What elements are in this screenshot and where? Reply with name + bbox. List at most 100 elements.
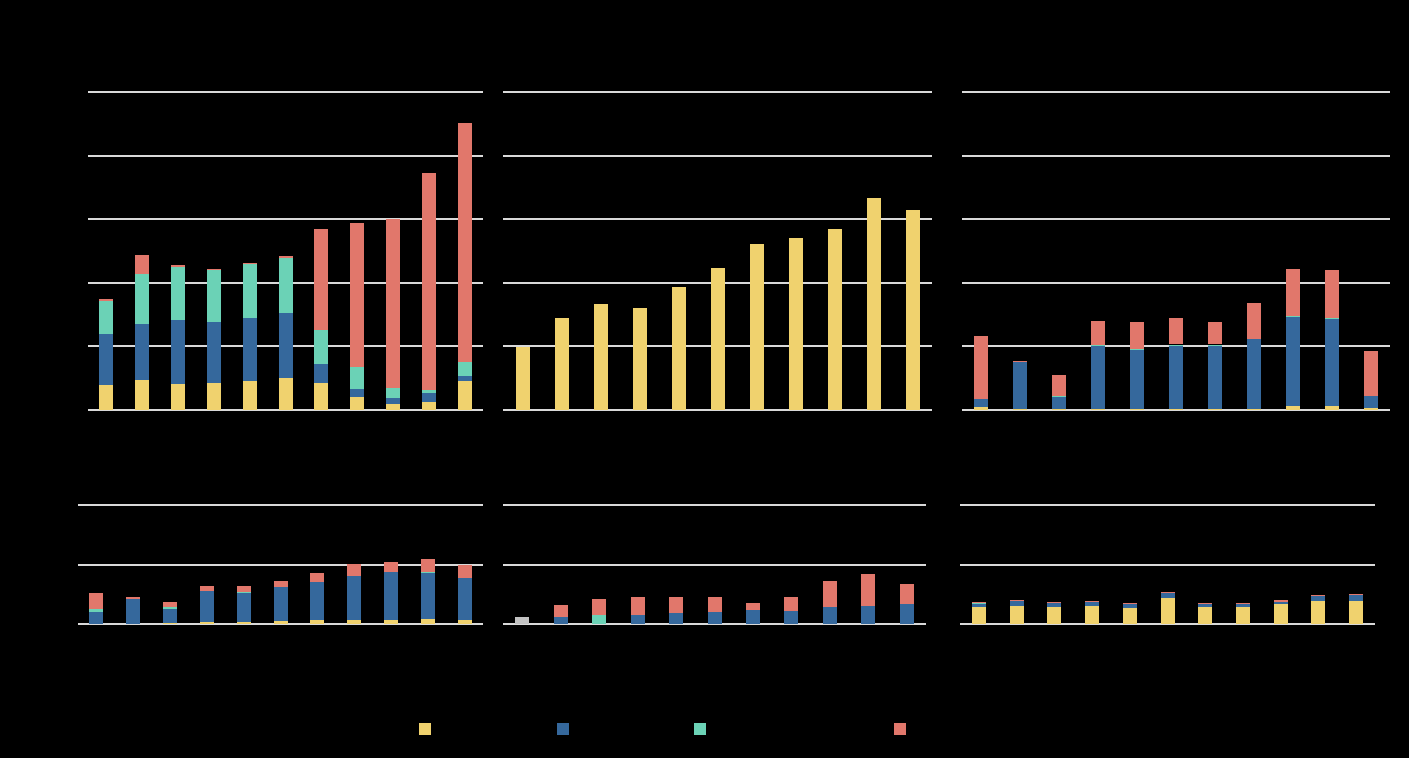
bar-segment-teal: [1130, 348, 1145, 351]
bar: [458, 122, 473, 410]
bar-segment-blue: [236, 593, 251, 623]
gridline: [503, 91, 932, 93]
bar-segment-yellow: [905, 209, 920, 410]
bar-segment-blue: [347, 575, 362, 620]
gridline: [88, 91, 483, 93]
gridline: [962, 218, 1390, 221]
bar-segment-blue: [1085, 601, 1100, 607]
bar: [827, 228, 842, 410]
bar-segment-blue: [971, 604, 986, 607]
bar: [1160, 591, 1175, 624]
legend-swatch-blue: [557, 723, 569, 735]
bar-segment-yellow: [457, 619, 472, 624]
bar-segment-yellow: [350, 396, 365, 410]
bar-segment-red: [236, 585, 251, 592]
legend-swatch-teal: [694, 723, 706, 735]
bar-segment-red: [314, 228, 329, 330]
bar-segment-blue: [273, 586, 288, 622]
legend-swatch-red: [894, 723, 906, 735]
bar-segment-yellow: [1047, 606, 1062, 624]
bar-segment-yellow: [1207, 408, 1222, 410]
bar-segment-yellow: [1273, 604, 1288, 624]
bar-segment-yellow: [98, 384, 113, 410]
bar-segment-red: [350, 223, 365, 368]
gridline: [503, 409, 932, 411]
bar-segment-red: [163, 601, 178, 608]
bar: [707, 597, 722, 624]
bar: [905, 209, 920, 410]
bar-segment-red: [899, 584, 914, 605]
gridline: [88, 154, 483, 157]
bar-segment-yellow: [1169, 408, 1183, 410]
bar: [89, 593, 104, 624]
bar-segment-blue: [386, 397, 401, 404]
bar-segment-yellow: [310, 619, 325, 624]
bar: [1009, 600, 1024, 624]
bar-segment-yellow: [971, 606, 986, 624]
bar-segment-red: [1160, 591, 1175, 594]
bar: [669, 596, 684, 624]
bar-segment-red: [822, 580, 837, 607]
bar-segment-teal: [1324, 318, 1339, 320]
bar: [1047, 601, 1062, 624]
bar-segment-red: [273, 581, 288, 587]
bar-segment-blue: [1122, 603, 1137, 608]
bar-segment-blue: [745, 610, 760, 624]
bar-segment-teal: [278, 258, 293, 313]
bar-segment-red: [422, 172, 437, 391]
bar-segment-red: [458, 122, 473, 362]
bar-segment-yellow: [458, 380, 473, 410]
bar-segment-blue: [199, 591, 214, 623]
gridline: [78, 623, 483, 625]
bar: [554, 317, 569, 410]
bar-segment-red: [242, 263, 257, 265]
bar: [314, 228, 329, 410]
bar-segment-teal: [971, 602, 986, 605]
gridline: [962, 91, 1390, 93]
bar-segment-red: [745, 602, 760, 611]
gridline: [503, 623, 926, 625]
bar: [1246, 302, 1261, 410]
bar-segment-blue: [310, 582, 325, 620]
bar-segment-yellow: [671, 286, 686, 410]
bar: [170, 264, 185, 410]
bar-segment-yellow: [383, 619, 398, 624]
bar: [206, 268, 221, 410]
bar-segment-yellow: [199, 622, 214, 624]
bar-segment-red: [278, 256, 293, 258]
bar-segment-teal: [98, 300, 113, 334]
bar-segment-blue: [630, 615, 645, 624]
bar-segment-blue: [861, 605, 876, 624]
bar-segment-yellow: [1363, 408, 1378, 410]
bar-segment-blue: [126, 599, 141, 624]
bar: [788, 238, 803, 410]
bar-segment-yellow: [1052, 408, 1067, 410]
bar-segment-blue: [383, 572, 398, 620]
bar: [347, 563, 362, 624]
bar-segment-blue: [457, 578, 472, 620]
bar-segment-red: [1273, 600, 1288, 602]
bar-segment-red: [1363, 351, 1378, 396]
bar: [861, 574, 876, 624]
gridline: [503, 218, 932, 221]
bar: [134, 254, 149, 410]
gridline: [960, 504, 1375, 506]
bar: [278, 256, 293, 410]
bar-segment-blue: [422, 393, 437, 402]
bar-segment-blue: [553, 616, 568, 624]
bar-segment-teal: [134, 273, 149, 324]
bar-segment-blue: [707, 612, 722, 624]
bar-segment-red: [1009, 600, 1024, 602]
bar-segment-yellow: [278, 378, 293, 410]
bar-segment-yellow: [827, 228, 842, 410]
bar-segment-red: [1091, 320, 1106, 346]
bar-segment-red: [1169, 318, 1183, 345]
bar-segment-blue: [206, 322, 221, 384]
bar: [1198, 602, 1213, 624]
bar-segment-red: [974, 336, 989, 399]
bar: [98, 298, 113, 410]
bar-segment-yellow: [554, 317, 569, 410]
gridline: [88, 218, 483, 221]
bar-segment-red: [310, 573, 325, 583]
bar: [1013, 361, 1028, 410]
